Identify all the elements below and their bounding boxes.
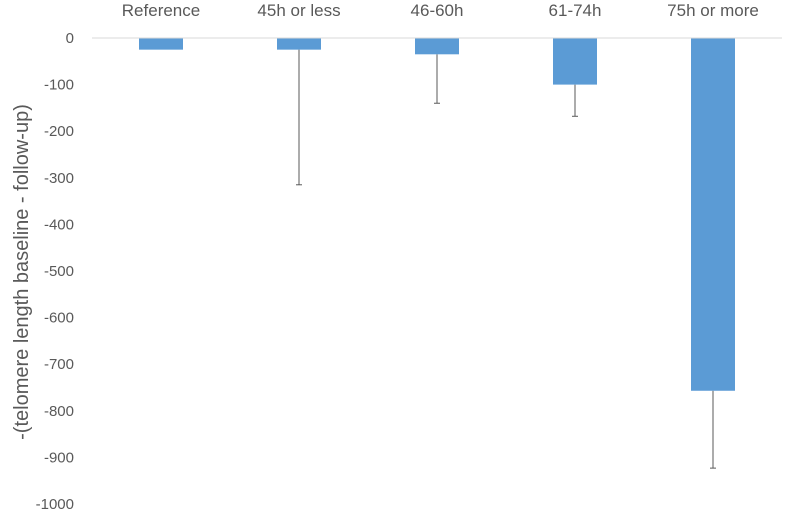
- y-tick-label: -200: [44, 123, 74, 140]
- category-label: 46-60h: [411, 1, 464, 20]
- y-tick-label: -300: [44, 170, 74, 187]
- bar: [277, 38, 321, 50]
- y-tick-label: -400: [44, 216, 74, 233]
- category-labels: Reference 45h or less 46-60h 61-74h 75h or m…: [122, 1, 759, 20]
- bar: [691, 38, 735, 391]
- bars: [139, 38, 735, 391]
- y-tick-label: -800: [44, 403, 74, 420]
- bar: [139, 38, 183, 50]
- y-tick-label: 0: [66, 30, 74, 47]
- category-label: Reference: [122, 1, 200, 20]
- y-tick-label: -900: [44, 449, 74, 466]
- y-axis-ticks: 0 -100 -200 -300 -400 -500 -600 -700 -800 -900 -10…: [36, 30, 74, 510]
- category-label: 75h or more: [667, 1, 759, 20]
- bar: [553, 38, 597, 85]
- y-axis-title: -(telomere length baseline - follow-up): [11, 104, 33, 440]
- y-tick-label: -700: [44, 356, 74, 373]
- error-bars: [296, 49, 716, 469]
- y-tick-label: -500: [44, 263, 74, 280]
- bar: [415, 38, 459, 55]
- category-label: 61-74h: [549, 1, 602, 20]
- y-tick-label: -600: [44, 310, 74, 327]
- y-tick-label: -100: [44, 77, 74, 94]
- category-label: 45h or less: [257, 1, 340, 20]
- y-tick-label: -1000: [36, 496, 74, 510]
